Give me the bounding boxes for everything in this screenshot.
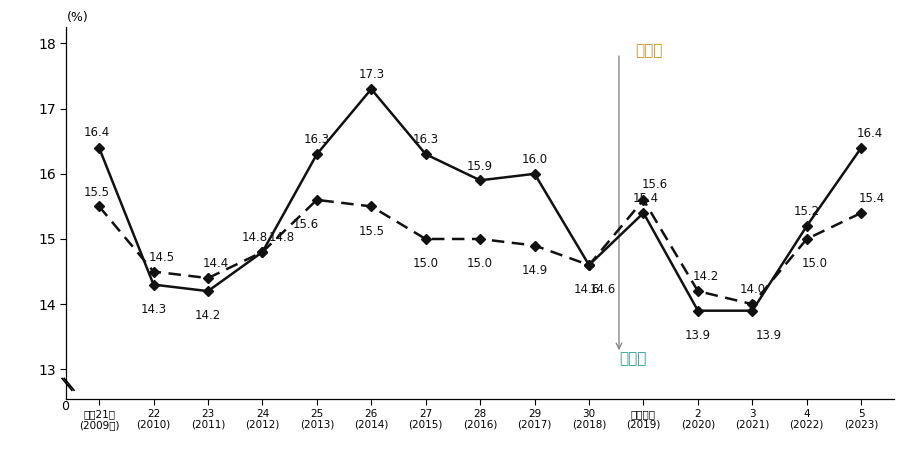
Text: 離職率: 離職率 xyxy=(619,351,646,366)
Text: 14.0: 14.0 xyxy=(739,284,766,297)
Text: 17.3: 17.3 xyxy=(358,68,385,81)
Text: 14.2: 14.2 xyxy=(195,310,221,322)
Text: 15.0: 15.0 xyxy=(413,257,439,270)
Text: 14.8: 14.8 xyxy=(269,231,294,244)
Text: 16.4: 16.4 xyxy=(83,126,110,139)
Text: 16.0: 16.0 xyxy=(521,153,548,166)
Text: 15.0: 15.0 xyxy=(802,257,828,270)
Text: 15.5: 15.5 xyxy=(83,185,110,198)
Text: 15.4: 15.4 xyxy=(634,192,659,205)
Text: 16.3: 16.3 xyxy=(304,134,330,146)
Text: 14.6: 14.6 xyxy=(573,284,599,296)
Text: 15.4: 15.4 xyxy=(859,192,885,205)
Text: 15.5: 15.5 xyxy=(358,225,385,238)
Text: 入職率: 入職率 xyxy=(635,44,662,58)
Text: 14.9: 14.9 xyxy=(521,264,548,277)
Text: (%): (%) xyxy=(66,11,88,24)
Text: 16.3: 16.3 xyxy=(413,134,439,146)
Text: 15.9: 15.9 xyxy=(467,159,493,172)
Text: 13.9: 13.9 xyxy=(685,329,711,342)
Text: 15.6: 15.6 xyxy=(293,218,319,231)
Text: 14.3: 14.3 xyxy=(140,303,167,316)
Text: 14.8: 14.8 xyxy=(241,231,267,244)
Text: 15.2: 15.2 xyxy=(794,205,820,218)
Text: 14.6: 14.6 xyxy=(589,284,615,296)
Text: 14.4: 14.4 xyxy=(203,257,229,270)
Text: 0: 0 xyxy=(62,400,70,413)
Text: 15.6: 15.6 xyxy=(642,178,667,191)
Text: 15.0: 15.0 xyxy=(467,257,493,270)
Text: 13.9: 13.9 xyxy=(756,329,782,342)
Text: 14.2: 14.2 xyxy=(693,270,719,284)
Text: 16.4: 16.4 xyxy=(856,127,882,140)
Text: 14.5: 14.5 xyxy=(148,251,175,264)
